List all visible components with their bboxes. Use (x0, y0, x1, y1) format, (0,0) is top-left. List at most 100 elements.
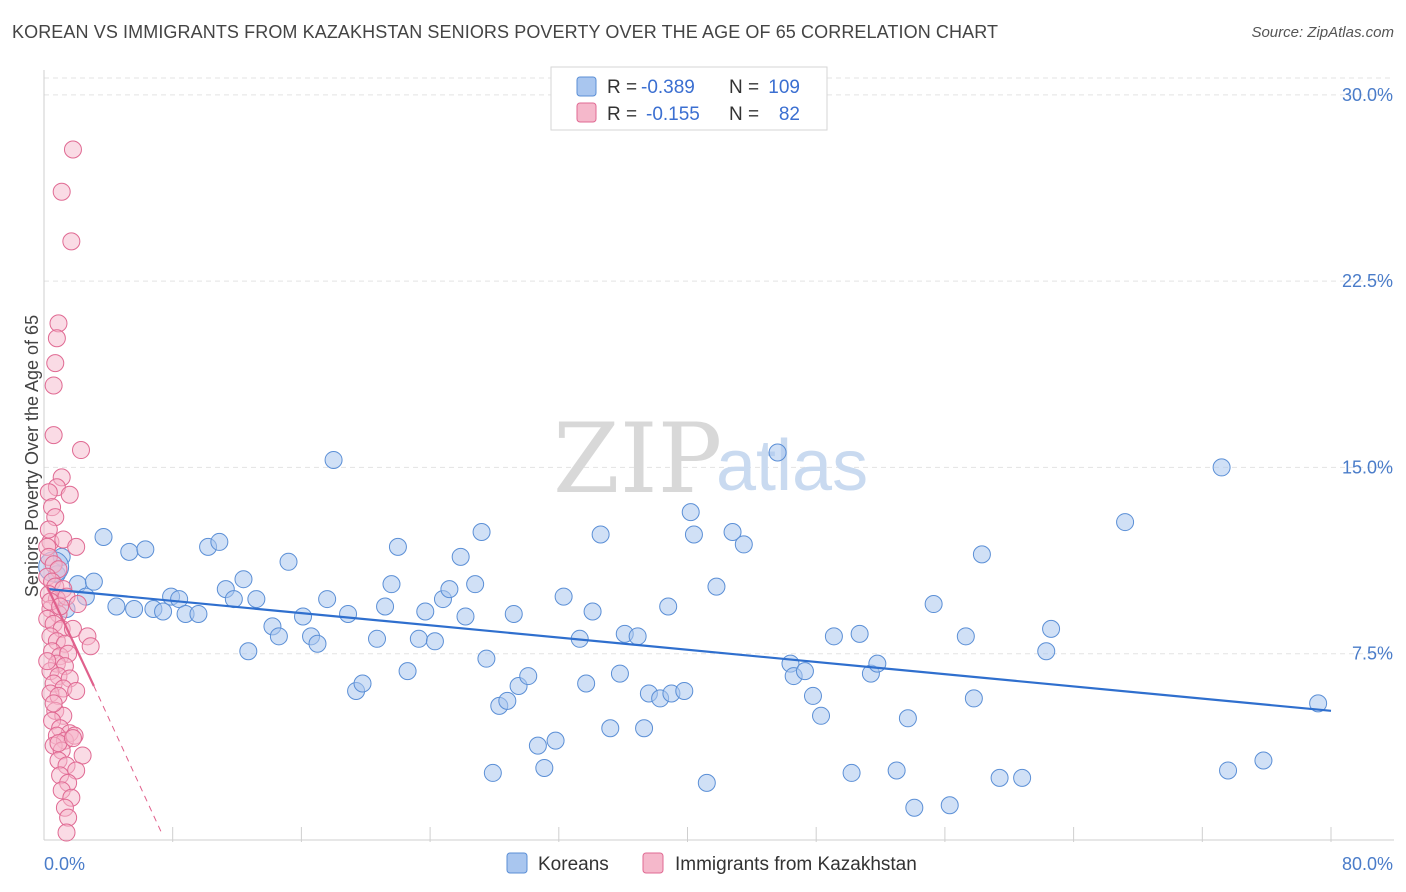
korean-point (376, 597, 395, 616)
kazakhstan-point (67, 681, 86, 700)
legend-r-value-koreans: -0.389 (641, 77, 695, 98)
kazakhstan-trend-extension (93, 685, 162, 833)
korean-point (681, 503, 700, 522)
korean-point (1116, 513, 1135, 532)
grid-lines (44, 77, 1394, 655)
korean-point (803, 686, 822, 705)
kazakhstan-point (59, 808, 78, 827)
bottom-legend-swatch-kazakhstan (642, 852, 664, 874)
kazakhstan-point (68, 595, 87, 614)
korean-point (577, 674, 596, 693)
korean-point (519, 667, 538, 686)
korean-point (189, 604, 208, 623)
kazakhstan-point (38, 652, 57, 671)
korean-point (269, 627, 288, 646)
korean-point (324, 450, 343, 469)
korean-point (483, 763, 502, 782)
korean-point (451, 547, 470, 566)
korean-point (382, 575, 401, 594)
chart-source: Source: ZipAtlas.com (1251, 24, 1394, 41)
korean-point (210, 532, 229, 551)
korean-point (440, 580, 459, 599)
korean-point (956, 627, 975, 646)
korean-point (416, 602, 435, 621)
kazakhstan-point (63, 140, 82, 159)
trend-lines (46, 586, 1332, 833)
legend-r-label: R = (607, 77, 637, 98)
kazakhstan-point (39, 520, 58, 539)
y-tick-label: 7.5% (1352, 644, 1393, 664)
watermark-atlas: atlas (716, 426, 868, 506)
kazakhstan-point (52, 182, 71, 201)
korean-point (972, 545, 991, 564)
korean-point (824, 627, 843, 646)
legend-n-value-kazakhstan: 82 (779, 104, 800, 125)
legend-r-value-kazakhstan: -0.155 (646, 104, 700, 125)
korean-point (1212, 458, 1231, 477)
kazakhstan-point (39, 483, 58, 502)
legend-n-label: N = (729, 77, 759, 98)
kazakhstan-point (81, 637, 100, 656)
korean-point (842, 763, 861, 782)
kazakhstan-point (60, 485, 79, 504)
korean-point (850, 624, 869, 643)
korean-point (697, 773, 716, 792)
korean-point (339, 604, 358, 623)
legend-n-label: N = (729, 104, 759, 125)
korean-point (368, 629, 387, 648)
bottom-legend-koreans: Koreans (538, 854, 609, 875)
korean-point (125, 600, 144, 618)
korean-point (723, 523, 742, 541)
top-legend: R = -0.389 N = 109 R = -0.155 N = 82 (550, 66, 828, 131)
korean-point (768, 443, 787, 462)
korean-point (940, 796, 959, 815)
korean-point (388, 537, 407, 556)
bottom-legend: Koreans Immigrants from Kazakhstan (506, 852, 917, 875)
legend-n-value-koreans: 109 (768, 77, 800, 98)
korean-point (170, 590, 189, 609)
korean-point (94, 527, 113, 546)
korean-point (554, 587, 573, 606)
korean-point (1309, 694, 1328, 713)
korean-point (136, 540, 155, 559)
korean-point (1037, 642, 1056, 661)
kazakhstan-point (63, 729, 82, 748)
tick-labels: 7.5% 15.0% 22.5% 30.0% 0.0% 80.0% (44, 85, 1393, 874)
korean-point (409, 629, 428, 648)
korean-point (456, 607, 475, 626)
kazakhstan-points (38, 140, 100, 842)
korean-point (425, 632, 444, 651)
korean-point (247, 590, 266, 609)
kazakhstan-point (44, 694, 63, 713)
y-tick-label: 30.0% (1342, 85, 1393, 105)
korean-point (868, 654, 887, 673)
y-tick-label: 15.0% (1342, 457, 1393, 477)
korean-point (812, 706, 831, 725)
korean-point (279, 552, 298, 571)
korean-point (546, 731, 565, 750)
y-tick-label: 22.5% (1342, 271, 1393, 291)
korean-point (472, 523, 491, 541)
korean-point (924, 595, 943, 614)
chart-title: KOREAN VS IMMIGRANTS FROM KAZAKHSTAN SEN… (12, 22, 999, 42)
korean-point (628, 627, 647, 646)
korean-point (1254, 751, 1273, 770)
kazakhstan-point (46, 354, 65, 373)
korean-point (535, 758, 554, 777)
korean-point (591, 525, 610, 544)
korean-trend-line (48, 588, 1332, 712)
korean-points (38, 443, 1328, 817)
korean-point (504, 604, 523, 623)
korean-point (887, 761, 906, 780)
legend-swatch-koreans (576, 76, 597, 97)
korean-point (353, 674, 372, 693)
korean-point (583, 602, 602, 621)
bottom-legend-swatch-koreans (506, 852, 528, 874)
korean-point (398, 662, 417, 681)
kazakhstan-point (73, 746, 92, 765)
korean-point (318, 590, 337, 609)
watermark-zip: ZIP (553, 403, 722, 515)
korean-point (294, 607, 313, 626)
korean-point (707, 577, 726, 596)
